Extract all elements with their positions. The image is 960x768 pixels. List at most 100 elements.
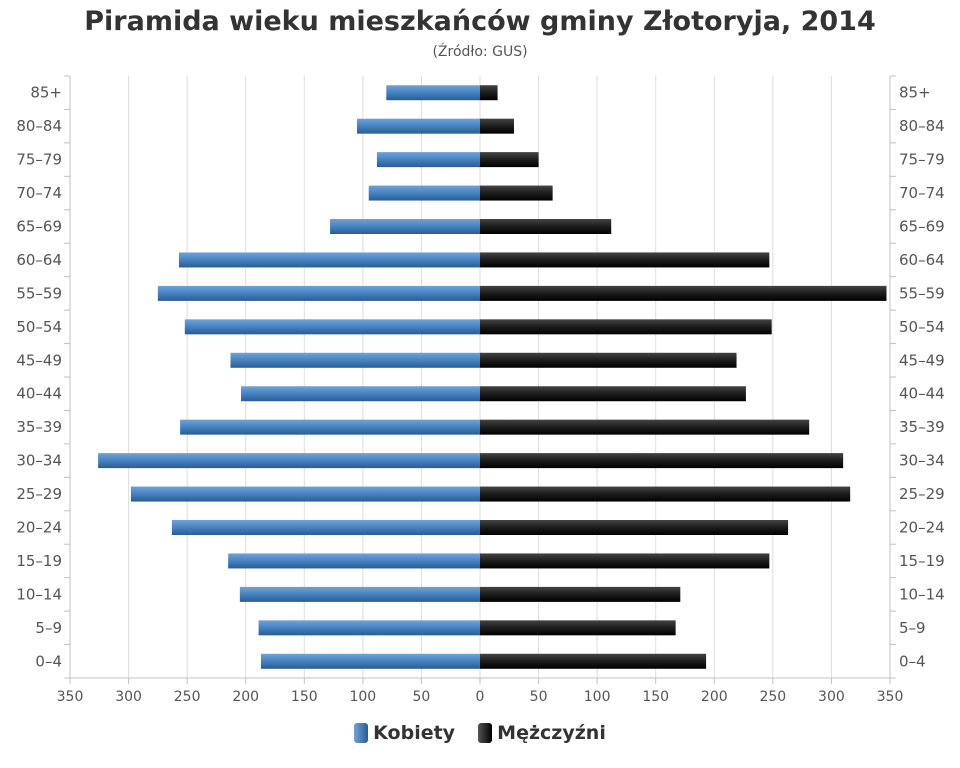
x-tick-label: 50 bbox=[413, 689, 431, 705]
bar-mezczyzni bbox=[480, 219, 612, 234]
category-label-left: 10–14 bbox=[16, 585, 62, 603]
bar-kobiety bbox=[368, 185, 480, 201]
x-tick-label: 350 bbox=[57, 689, 84, 705]
chart-title: Piramida wieku mieszkańców gminy Złotory… bbox=[84, 6, 876, 37]
legend-label-kobiety: Kobiety bbox=[373, 722, 456, 744]
bar-kobiety bbox=[376, 152, 480, 168]
x-tick-label: 250 bbox=[174, 689, 201, 705]
bar-mezczyzni bbox=[480, 520, 789, 535]
category-label-left: 45–49 bbox=[16, 351, 62, 369]
chart-subtitle: (Źródło: GUS) bbox=[432, 44, 528, 60]
category-label-right: 0–4 bbox=[899, 652, 926, 670]
bars bbox=[98, 85, 887, 669]
category-label-right: 70–74 bbox=[899, 184, 945, 202]
x-tick-label: 150 bbox=[291, 689, 318, 705]
bar-mezczyzni bbox=[480, 252, 770, 268]
x-tick-label: 200 bbox=[701, 689, 728, 705]
x-tick-label: 0 bbox=[476, 689, 485, 705]
bar-kobiety bbox=[357, 118, 480, 134]
category-label-right: 65–69 bbox=[899, 218, 945, 236]
bar-mezczyzni bbox=[480, 653, 707, 669]
bar-mezczyzni bbox=[480, 185, 553, 201]
x-tick-label: 350 bbox=[877, 689, 904, 705]
bar-kobiety bbox=[184, 319, 481, 335]
x-tick-label: 100 bbox=[349, 689, 376, 705]
category-label-left: 50–54 bbox=[16, 318, 62, 336]
category-label-right: 10–14 bbox=[899, 585, 945, 603]
x-tick-label: 300 bbox=[818, 689, 845, 705]
bar-kobiety bbox=[386, 85, 480, 101]
category-label-left: 85+ bbox=[30, 84, 62, 102]
category-label-left: 35–39 bbox=[16, 418, 62, 436]
legend-item-kobiety[interactable]: Kobiety bbox=[354, 722, 455, 744]
bar-kobiety bbox=[239, 586, 480, 602]
axis-labels: 350 300 250 200 150 100 50 0 50 100 150 200 250 300 35… bbox=[16, 84, 944, 705]
legend-swatch-kobiety bbox=[354, 723, 369, 743]
bar-mezczyzni bbox=[480, 152, 539, 168]
category-label-left: 30–34 bbox=[16, 452, 62, 470]
bar-mezczyzni bbox=[480, 85, 498, 101]
x-tick-label: 150 bbox=[642, 689, 669, 705]
bar-mezczyzni bbox=[480, 118, 514, 134]
bar-kobiety bbox=[157, 285, 480, 301]
category-label-left: 15–19 bbox=[16, 552, 62, 570]
category-label-right: 30–34 bbox=[899, 452, 945, 470]
category-label-left: 65–69 bbox=[16, 218, 62, 236]
category-label-left: 55–59 bbox=[16, 284, 62, 302]
bar-mezczyzni bbox=[480, 586, 681, 602]
bar-mezczyzni bbox=[480, 453, 844, 469]
legend-item-mezczyzni[interactable]: Mężczyźni bbox=[478, 722, 606, 744]
category-label-right: 45–49 bbox=[899, 351, 945, 369]
category-label-right: 5–9 bbox=[899, 619, 926, 637]
category-label-right: 60–64 bbox=[899, 251, 945, 269]
category-label-left: 20–24 bbox=[16, 519, 62, 537]
category-label-right: 40–44 bbox=[899, 385, 945, 403]
bar-mezczyzni bbox=[480, 319, 772, 335]
category-label-right: 55–59 bbox=[899, 284, 945, 302]
x-tick-label: 50 bbox=[530, 689, 548, 705]
category-label-left: 80–84 bbox=[16, 117, 62, 135]
bar-mezczyzni bbox=[480, 620, 676, 636]
category-label-right: 25–29 bbox=[899, 485, 945, 503]
legend-swatch-mezczyzni bbox=[478, 723, 493, 743]
x-tick-label: 200 bbox=[232, 689, 259, 705]
category-label-left: 5–9 bbox=[35, 619, 62, 637]
bar-mezczyzni bbox=[480, 285, 887, 301]
bar-mezczyzni bbox=[480, 386, 746, 402]
bar-kobiety bbox=[330, 219, 480, 234]
category-label-right: 35–39 bbox=[899, 418, 945, 436]
bar-kobiety bbox=[130, 486, 480, 502]
category-label-right: 20–24 bbox=[899, 519, 945, 537]
legend: Kobiety Mężczyźni bbox=[0, 722, 960, 747]
bar-kobiety bbox=[260, 653, 480, 669]
category-label-left: 0–4 bbox=[35, 652, 62, 670]
bar-kobiety bbox=[180, 419, 480, 435]
bar-mezczyzni bbox=[480, 553, 770, 569]
bar-kobiety bbox=[98, 453, 480, 469]
category-label-right: 80–84 bbox=[899, 117, 945, 135]
legend-label-mezczyzni: Mężczyźni bbox=[497, 722, 606, 744]
category-label-left: 60–64 bbox=[16, 251, 62, 269]
x-tick-label: 250 bbox=[759, 689, 786, 705]
category-label-left: 70–74 bbox=[16, 184, 62, 202]
bar-mezczyzni bbox=[480, 419, 810, 435]
bar-kobiety bbox=[230, 352, 480, 368]
bar-mezczyzni bbox=[480, 486, 851, 502]
bar-kobiety bbox=[228, 553, 480, 569]
x-tick-label: 300 bbox=[115, 689, 142, 705]
category-label-left: 75–79 bbox=[16, 151, 62, 169]
axes bbox=[64, 75, 896, 684]
bar-kobiety bbox=[171, 520, 480, 535]
x-tick-label: 100 bbox=[584, 689, 611, 705]
category-label-right: 50–54 bbox=[899, 318, 945, 336]
bar-kobiety bbox=[178, 252, 480, 268]
category-label-right: 75–79 bbox=[899, 151, 945, 169]
bar-mezczyzni bbox=[480, 352, 737, 368]
category-label-left: 25–29 bbox=[16, 485, 62, 503]
category-label-right: 85+ bbox=[899, 84, 931, 102]
category-label-right: 15–19 bbox=[899, 552, 945, 570]
bar-kobiety bbox=[258, 620, 480, 636]
category-label-left: 40–44 bbox=[16, 385, 62, 403]
